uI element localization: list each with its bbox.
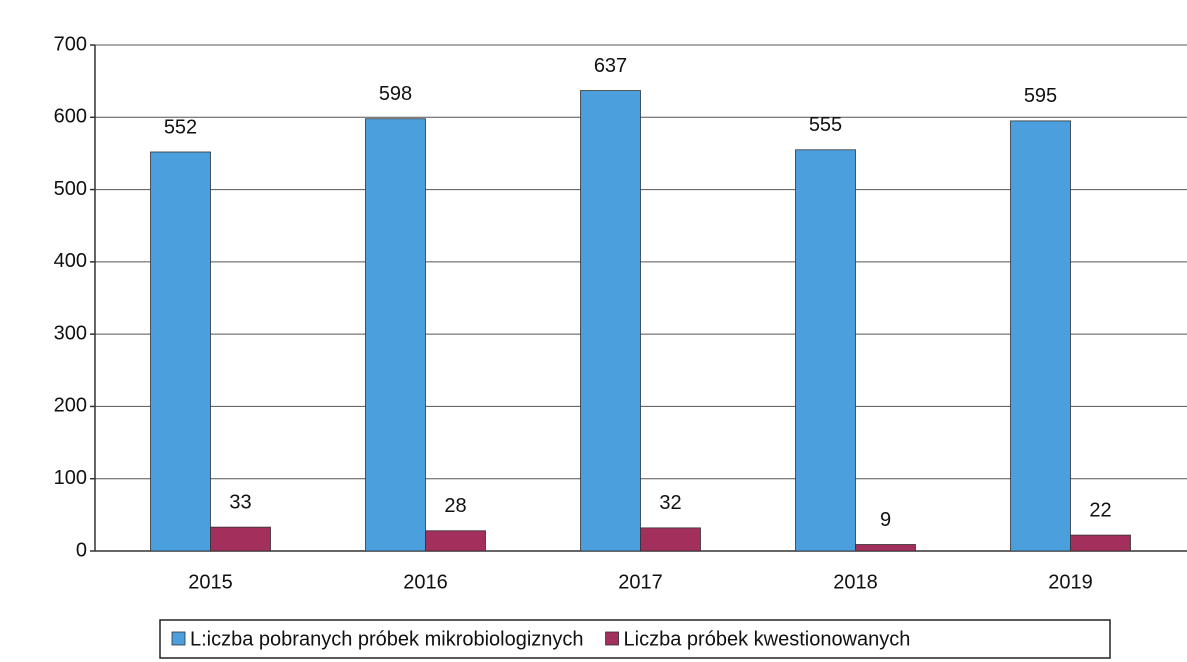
x-tick-label: 2015 <box>188 571 233 593</box>
legend-box <box>159 619 1111 659</box>
legend-swatch <box>605 631 619 646</box>
bar <box>855 544 916 552</box>
bar <box>795 149 856 552</box>
value-label: 598 <box>379 83 412 105</box>
bar <box>1010 120 1071 552</box>
x-tick-label: 2016 <box>403 571 448 593</box>
value-label: 22 <box>1089 499 1111 521</box>
y-tick-label: 600 <box>54 106 87 128</box>
value-label: 552 <box>164 116 197 138</box>
y-tick-label: 100 <box>54 467 87 489</box>
x-tick-label: 2018 <box>833 571 878 593</box>
bar <box>640 527 701 552</box>
y-tick-label: 700 <box>54 33 87 55</box>
bar <box>1070 534 1131 552</box>
bar <box>150 151 211 552</box>
value-label: 32 <box>659 492 681 514</box>
value-label: 637 <box>594 55 627 77</box>
bar <box>425 530 486 552</box>
value-label: 33 <box>229 491 251 513</box>
value-label: 9 <box>880 509 891 531</box>
bar <box>365 118 426 552</box>
bar <box>210 526 271 552</box>
legend-swatch <box>171 631 186 646</box>
y-tick-label: 0 <box>76 539 87 561</box>
x-tick-label: 2017 <box>618 571 663 593</box>
value-label: 595 <box>1024 85 1057 107</box>
y-tick-label: 300 <box>54 322 87 344</box>
x-tick-label: 2019 <box>1048 571 1093 593</box>
legend-label: L:iczba pobranych próbek mikrobiologizny… <box>190 628 584 650</box>
legend-label: Liczba próbek kwestionowanych <box>624 628 911 650</box>
value-label: 28 <box>444 495 466 517</box>
value-label: 555 <box>809 114 842 136</box>
bar <box>580 90 641 552</box>
y-tick-label: 500 <box>54 178 87 200</box>
y-tick-label: 400 <box>54 250 87 272</box>
y-tick-label: 200 <box>54 395 87 417</box>
